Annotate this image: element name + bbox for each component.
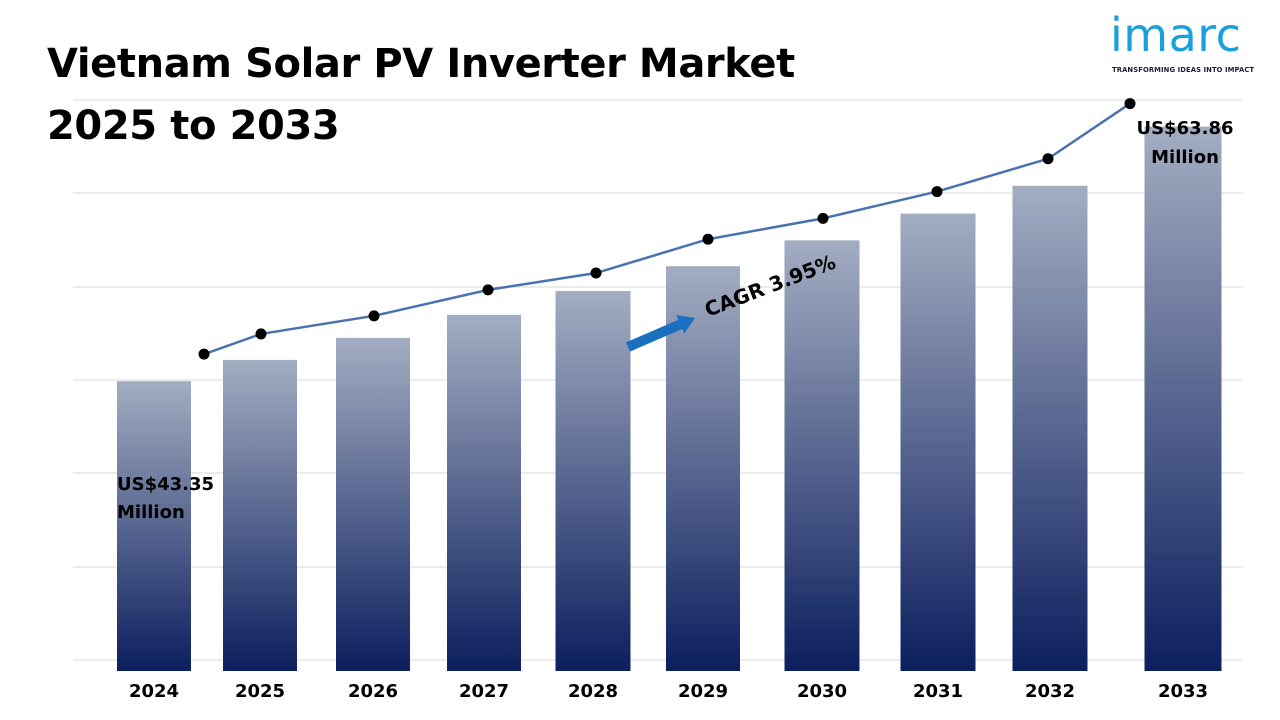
end-unit-label: Million — [1151, 147, 1219, 168]
bar-2033 — [1144, 126, 1222, 672]
imarc-logo: imarc TRANSFORMING IDEAS INTO IMPACT — [1110, 6, 1275, 78]
bar-2027 — [447, 314, 521, 671]
trend-point-2025 — [255, 328, 267, 340]
bars — [117, 126, 1222, 672]
cagr-arrow — [626, 315, 696, 352]
bar-2028 — [555, 291, 631, 671]
cagr-arrow-shaft — [626, 318, 685, 352]
cagr-arrow-head — [676, 315, 696, 334]
trend-point-2033 — [1124, 98, 1136, 110]
x-tick-label: 2030 — [797, 681, 847, 702]
x-tick-label: 2024 — [129, 681, 179, 702]
bar-2029 — [666, 266, 740, 671]
trend-point-2031 — [931, 186, 943, 198]
x-tick-label: 2032 — [1025, 681, 1075, 702]
chart-title-line-1: Vietnam Solar PV Inverter Market — [47, 41, 795, 87]
bar-2030 — [784, 240, 860, 671]
trend-point-2024 — [198, 348, 210, 360]
trend-point-2029 — [702, 233, 714, 245]
start-unit-label: Million — [117, 502, 185, 523]
x-axis-labels: 2024 2025 2026 2027 2028 2029 2030 2031 2032 2033 — [129, 681, 1208, 702]
chart-title: Vietnam Solar PV Inverter Market 2025 to… — [47, 33, 795, 157]
x-tick-label: 2026 — [348, 681, 398, 702]
start-value-label: US$43.35 — [117, 474, 214, 495]
bar-2032 — [1012, 185, 1088, 672]
chart-title-line-2: 2025 to 2033 — [47, 103, 340, 149]
logo-wordmark: imarc — [1110, 8, 1242, 62]
bar-2026 — [336, 337, 410, 671]
end-value-label: US$63.86 — [1136, 118, 1233, 139]
bar-2024 — [117, 381, 191, 671]
trend-point-2026 — [368, 310, 380, 322]
trend-point-2027 — [482, 284, 494, 296]
bar-2025 — [223, 359, 297, 671]
x-tick-label: 2028 — [568, 681, 618, 702]
bar-2031 — [900, 213, 976, 671]
trend-point-2030 — [817, 212, 829, 224]
x-tick-label: 2025 — [235, 681, 285, 702]
trend-points — [198, 98, 1136, 360]
trend-point-2028 — [590, 267, 602, 279]
x-tick-label: 2027 — [459, 681, 509, 702]
trend-line — [203, 102, 1131, 356]
x-tick-label: 2031 — [913, 681, 963, 702]
trend-point-2032 — [1042, 153, 1054, 165]
x-tick-label: 2029 — [678, 681, 728, 702]
logo-tagline: TRANSFORMING IDEAS INTO IMPACT — [1112, 66, 1255, 74]
x-tick-label: 2033 — [1158, 681, 1208, 702]
